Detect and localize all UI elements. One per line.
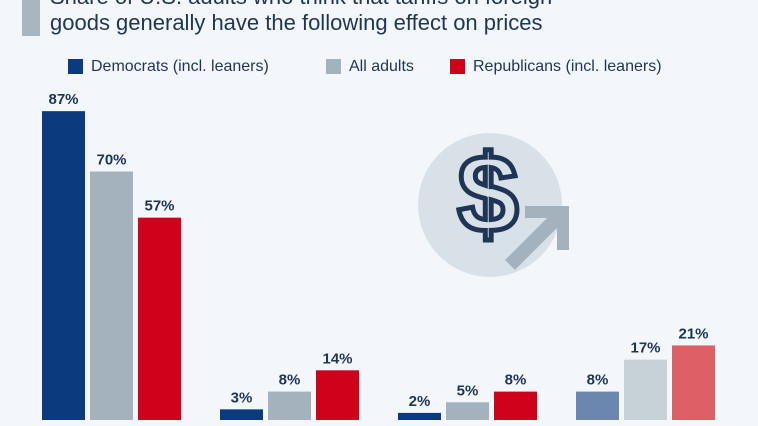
icon: $ [418,131,569,277]
legend-label: Democrats (incl. leaners) [91,58,269,75]
title-accent [22,0,40,36]
legend-swatch [68,59,83,74]
arrow-head [525,206,569,250]
value-label: 57% [144,198,174,215]
bar [398,412,441,420]
bar [446,402,489,420]
bar [576,391,619,420]
bar [624,359,667,420]
value-label: 8% [505,372,527,389]
arrow-shaft [505,210,565,270]
value-label: 8% [279,372,301,389]
value-label: 87% [48,91,78,108]
value-label: 21% [678,325,708,342]
bar [90,171,133,420]
legend-label: All adults [349,58,414,75]
chart-title: Share of U.S. adults who think that tari… [50,0,552,35]
legend-swatch [450,59,465,74]
value-label: 8% [587,372,609,389]
dollar-sign: $ [457,133,518,256]
bar [494,391,537,420]
value-label: 3% [231,389,253,406]
bar [672,345,715,420]
bar [42,111,85,421]
bar [268,391,311,420]
legend-label: Republicans (incl. leaners) [473,58,662,75]
bar [220,409,263,420]
value-label: 5% [457,382,479,399]
bar [316,370,359,420]
legend-swatch [326,59,341,74]
value-label: 70% [96,152,126,169]
value-label: 14% [322,350,352,367]
bar [138,217,181,420]
value-label: 2% [409,393,431,410]
value-label: 17% [630,340,660,357]
